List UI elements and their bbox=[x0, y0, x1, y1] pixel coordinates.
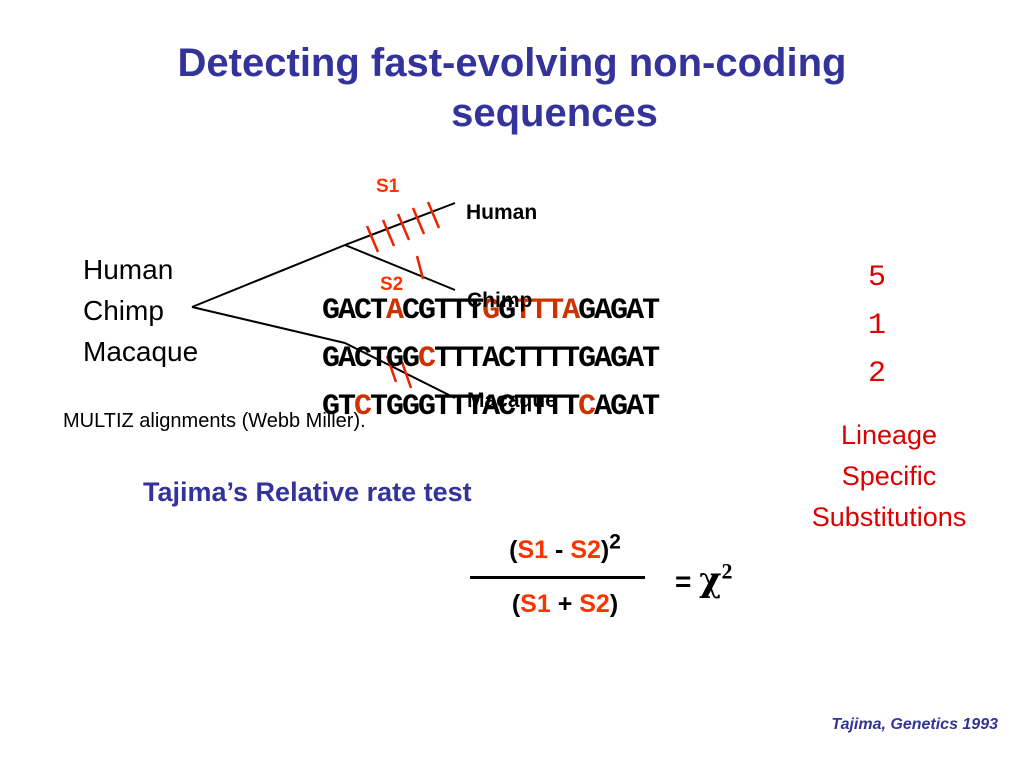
formula-s1: S1 bbox=[520, 590, 551, 618]
count-human: 5 bbox=[868, 261, 887, 295]
test-title: Tajima’s Relative rate test bbox=[143, 477, 472, 507]
species-human: Human bbox=[83, 254, 174, 285]
seq-segment: GT bbox=[322, 390, 356, 424]
seq-segment-substitution: C bbox=[578, 390, 596, 424]
seq-segment-substitution: G bbox=[482, 294, 500, 328]
seq-segment: GACT bbox=[322, 294, 388, 328]
species-list: Human Chimp Macaque bbox=[83, 249, 198, 372]
title-line-1: Detecting fast-evolving non-coding bbox=[177, 41, 847, 85]
formula-result: = χ2 bbox=[675, 560, 733, 600]
seq-segment: AGAT bbox=[594, 390, 660, 424]
seq-segment-substitution: A bbox=[386, 294, 404, 328]
sequence-human: GACTACGTTTGGTTTAGAGAT bbox=[290, 260, 660, 328]
seq-segment: TTTACTTTTGAGAT bbox=[434, 342, 660, 376]
seq-segment-substitution: C bbox=[418, 342, 436, 376]
formula-s1: S1 bbox=[517, 536, 549, 564]
formula-plus: + bbox=[557, 590, 573, 618]
count-macaque: 2 bbox=[868, 357, 887, 391]
seq-segment: CGTTT bbox=[402, 294, 484, 328]
branch-macaque bbox=[344, 342, 456, 399]
lineage-label: Lineage Specific Substitutions bbox=[776, 415, 1002, 538]
chi-squared: χ2 bbox=[699, 560, 732, 600]
lineage-label-line: Lineage bbox=[840, 420, 938, 450]
species-macaque: Macaque bbox=[83, 336, 199, 367]
seq-segment-substitution: TTTA bbox=[514, 294, 580, 328]
s1-substitution-marks bbox=[365, 201, 441, 253]
branch-chimp bbox=[344, 244, 456, 291]
s2-substitution-marks bbox=[415, 255, 425, 280]
paren: ) bbox=[609, 590, 619, 618]
slide-title: Detecting fast-evolving non-coding seque… bbox=[0, 38, 1024, 138]
count-chimp: 1 bbox=[868, 309, 887, 343]
root-to-top-branch bbox=[191, 244, 346, 308]
chi-symbol: χ bbox=[699, 560, 722, 600]
formula-s2: S2 bbox=[579, 590, 610, 618]
seq-segment: G bbox=[498, 294, 516, 328]
paren: ( bbox=[511, 590, 521, 618]
branch-label-macaque: Macaque bbox=[467, 389, 557, 412]
seq-segment-substitution: C bbox=[354, 390, 372, 424]
formula-numerator: (S1 - S2)2 bbox=[470, 532, 660, 565]
fraction-bar bbox=[470, 576, 645, 579]
title-line-2: sequences bbox=[451, 91, 658, 135]
branch-label-chimp: Chimp bbox=[467, 289, 533, 312]
alignment-note: MULTIZ alignments (Webb Miller). bbox=[63, 410, 366, 432]
macaque-substitution-marks bbox=[385, 355, 413, 389]
formula-denominator: (S1 + S2) bbox=[470, 590, 660, 619]
formula-exponent: 2 bbox=[609, 530, 621, 554]
paren: ) bbox=[600, 536, 610, 564]
sequence-macaque: GTCTGGGTTTACTTTTCAGAT bbox=[290, 356, 660, 424]
paren: ( bbox=[509, 536, 518, 564]
citation: Tajima, Genetics 1993 bbox=[831, 716, 998, 733]
s2-label: S2 bbox=[380, 274, 404, 295]
seq-segment: GAGAT bbox=[578, 294, 660, 328]
sequence-chimp: GACTGGCTTTACTTTTGAGAT bbox=[290, 308, 660, 376]
root-to-bottom-branch bbox=[191, 306, 346, 344]
branch-label-human: Human bbox=[466, 201, 538, 224]
formula-s2: S2 bbox=[570, 536, 601, 564]
species-chimp: Chimp bbox=[83, 295, 164, 326]
lineage-label-line: Substitutions bbox=[811, 502, 967, 532]
seq-segment: TGGGTTTACTTTT bbox=[370, 390, 580, 424]
chi-exponent: 2 bbox=[721, 558, 733, 584]
s1-label: S1 bbox=[376, 176, 400, 197]
formula-equals: = bbox=[675, 566, 692, 597]
formula-minus: - bbox=[555, 536, 564, 564]
lineage-label-line: Specific bbox=[841, 461, 937, 491]
branch-human bbox=[344, 202, 456, 246]
seq-segment: GACTGG bbox=[322, 342, 420, 376]
